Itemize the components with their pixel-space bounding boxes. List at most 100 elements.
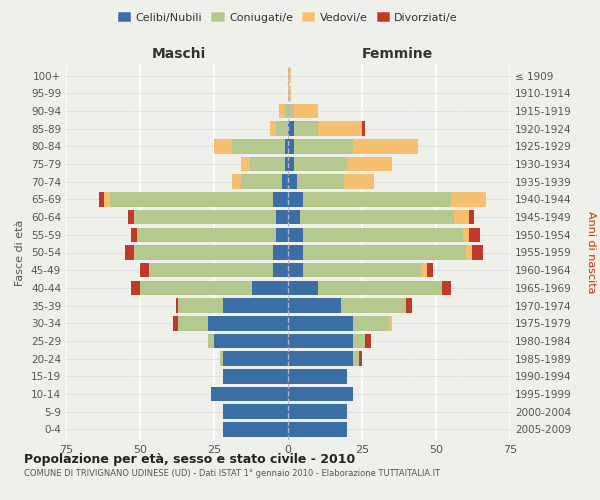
Bar <box>294 139 353 154</box>
Bar <box>421 263 427 278</box>
Text: Femmine: Femmine <box>362 48 433 62</box>
Bar <box>288 280 317 295</box>
Bar <box>137 228 276 242</box>
Bar <box>288 352 353 366</box>
Bar <box>406 298 412 313</box>
Bar <box>173 316 178 330</box>
Bar <box>297 174 344 189</box>
Bar <box>131 280 140 295</box>
Legend: Celibi/Nubili, Coniugati/e, Vedovi/e, Divorziati/e: Celibi/Nubili, Coniugati/e, Vedovi/e, Di… <box>113 8 463 28</box>
Bar <box>317 280 442 295</box>
Bar <box>303 192 451 206</box>
Bar <box>253 280 288 295</box>
Bar <box>344 174 374 189</box>
Bar <box>288 86 291 101</box>
Bar <box>276 122 288 136</box>
Bar <box>208 316 288 330</box>
Bar <box>288 68 291 83</box>
Bar <box>353 316 389 330</box>
Bar <box>288 139 294 154</box>
Bar <box>223 298 288 313</box>
Bar <box>300 210 454 224</box>
Bar <box>288 104 294 118</box>
Bar <box>276 228 288 242</box>
Bar <box>250 157 285 172</box>
Bar <box>270 122 276 136</box>
Bar <box>288 298 341 313</box>
Bar <box>285 157 288 172</box>
Bar <box>353 352 359 366</box>
Bar <box>110 192 273 206</box>
Bar <box>294 104 317 118</box>
Bar <box>140 263 149 278</box>
Y-axis label: Anni di nascita: Anni di nascita <box>586 211 596 294</box>
Bar <box>273 263 288 278</box>
Bar <box>353 139 418 154</box>
Bar <box>303 245 466 260</box>
Bar <box>176 298 178 313</box>
Bar <box>223 352 288 366</box>
Bar <box>288 422 347 436</box>
Bar <box>466 245 472 260</box>
Bar <box>288 404 347 419</box>
Bar <box>273 245 288 260</box>
Bar <box>134 245 273 260</box>
Bar <box>303 228 463 242</box>
Text: Maschi: Maschi <box>151 48 206 62</box>
Bar <box>288 334 353 348</box>
Bar <box>365 334 371 348</box>
Text: COMUNE DI TRIVIGNANO UDINESE (UD) - Dati ISTAT 1° gennaio 2010 - Elaborazione TU: COMUNE DI TRIVIGNANO UDINESE (UD) - Dati… <box>24 469 440 478</box>
Bar <box>341 298 406 313</box>
Bar <box>353 334 365 348</box>
Bar <box>288 122 294 136</box>
Bar <box>214 334 288 348</box>
Bar <box>285 104 288 118</box>
Bar <box>288 316 353 330</box>
Bar <box>288 387 353 402</box>
Bar <box>279 104 285 118</box>
Bar <box>223 404 288 419</box>
Bar <box>288 210 300 224</box>
Bar <box>125 245 134 260</box>
Bar <box>241 157 250 172</box>
Bar <box>347 157 392 172</box>
Bar <box>276 210 288 224</box>
Bar <box>128 210 134 224</box>
Bar <box>273 192 288 206</box>
Bar <box>285 139 288 154</box>
Text: Popolazione per età, sesso e stato civile - 2010: Popolazione per età, sesso e stato civil… <box>24 452 355 466</box>
Bar <box>288 228 303 242</box>
Bar <box>288 263 303 278</box>
Bar <box>104 192 110 206</box>
Bar <box>451 192 487 206</box>
Bar <box>140 280 253 295</box>
Bar <box>178 298 223 313</box>
Bar <box>442 280 451 295</box>
Y-axis label: Fasce di età: Fasce di età <box>16 220 25 286</box>
Bar <box>288 369 347 384</box>
Bar <box>469 228 481 242</box>
Bar <box>288 245 303 260</box>
Bar <box>208 334 214 348</box>
Bar <box>98 192 104 206</box>
Bar <box>134 210 276 224</box>
Bar <box>149 263 273 278</box>
Bar <box>454 210 469 224</box>
Bar <box>472 245 484 260</box>
Bar <box>303 263 421 278</box>
Bar <box>389 316 392 330</box>
Bar <box>288 157 294 172</box>
Bar <box>214 139 232 154</box>
Bar <box>288 174 297 189</box>
Bar <box>223 422 288 436</box>
Bar <box>241 174 282 189</box>
Bar <box>359 352 362 366</box>
Bar <box>362 122 365 136</box>
Bar <box>294 157 347 172</box>
Bar <box>282 174 288 189</box>
Bar <box>427 263 433 278</box>
Bar <box>469 210 475 224</box>
Bar <box>131 228 137 242</box>
Bar <box>288 192 303 206</box>
Bar <box>317 122 362 136</box>
